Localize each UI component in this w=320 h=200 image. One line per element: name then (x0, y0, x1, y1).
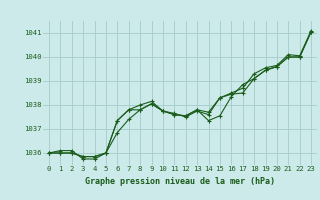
X-axis label: Graphe pression niveau de la mer (hPa): Graphe pression niveau de la mer (hPa) (85, 177, 275, 186)
